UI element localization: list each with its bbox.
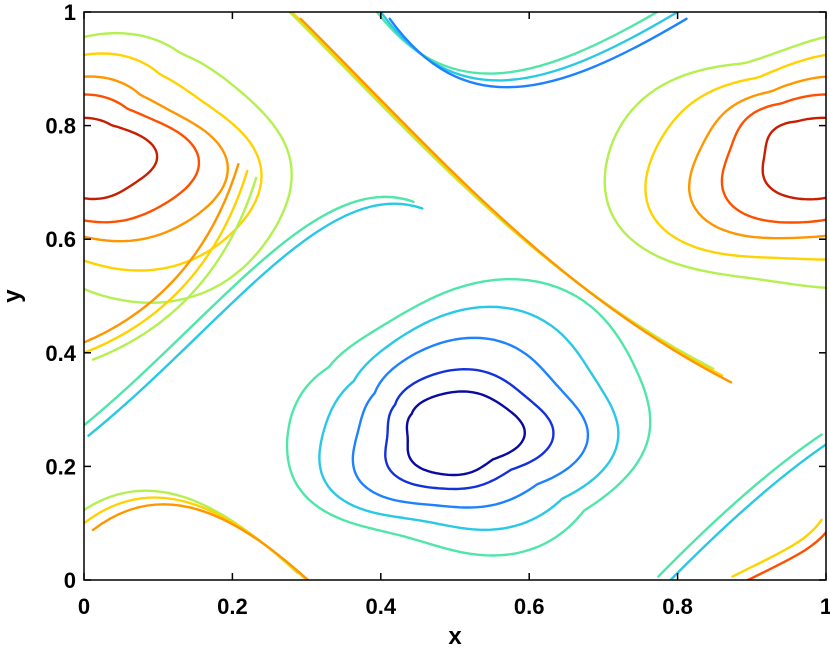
- x-tick-label: 0.6: [514, 594, 545, 619]
- contour-line: [761, 116, 826, 201]
- contour-line: [603, 35, 826, 290]
- x-tick-label: 0.4: [366, 594, 397, 619]
- y-tick-label: 0: [64, 568, 76, 593]
- x-tick-label: 0: [78, 594, 90, 619]
- x-tick-label: 0.8: [662, 594, 693, 619]
- contour-line: [84, 116, 159, 201]
- plot-frame: [83, 11, 827, 581]
- x-tick-label: 1: [820, 594, 830, 619]
- contour-filament: [91, 503, 310, 580]
- contour-line: [84, 93, 201, 224]
- y-tick-label: 0.2: [45, 454, 76, 479]
- x-axis-label: x: [448, 623, 462, 649]
- contour-line: [688, 75, 826, 240]
- contour-filament: [657, 433, 823, 578]
- contour-filament: [731, 518, 823, 578]
- contour-filament: [87, 202, 424, 437]
- contour-filament: [84, 195, 415, 427]
- y-tick-label: 0.4: [45, 341, 76, 366]
- y-axis-label: y: [0, 289, 26, 303]
- contour-filament: [745, 530, 826, 580]
- y-tick-label: 1: [64, 0, 76, 25]
- contour-line: [644, 53, 826, 261]
- contour-line: [84, 75, 230, 243]
- x-tick-label: 0.2: [217, 594, 248, 619]
- contour-filament: [91, 176, 258, 361]
- y-tick-label: 0.8: [45, 114, 76, 139]
- contour-line: [285, 278, 652, 557]
- contour-filament: [299, 17, 733, 384]
- contour-line: [720, 93, 826, 224]
- contour-lines: [84, 12, 826, 580]
- contour-line: [84, 31, 293, 304]
- y-tick-label: 0.6: [45, 227, 76, 252]
- contour-line: [405, 390, 526, 477]
- contour-filament: [668, 443, 826, 580]
- contour-line: [318, 305, 620, 531]
- contour-filament: [84, 169, 249, 354]
- contour-filament: [388, 17, 688, 89]
- y-axis-ticks: 0 0.2 0.4 0.6 0.8 1: [45, 0, 826, 593]
- contour-line: [84, 52, 263, 272]
- contour-filament: [84, 163, 240, 344]
- contour-line: [384, 368, 555, 491]
- contour-line: [351, 336, 590, 509]
- x-axis-ticks: 0 0.2 0.4 0.6 0.8 1: [78, 12, 830, 619]
- plot-area: [84, 12, 826, 580]
